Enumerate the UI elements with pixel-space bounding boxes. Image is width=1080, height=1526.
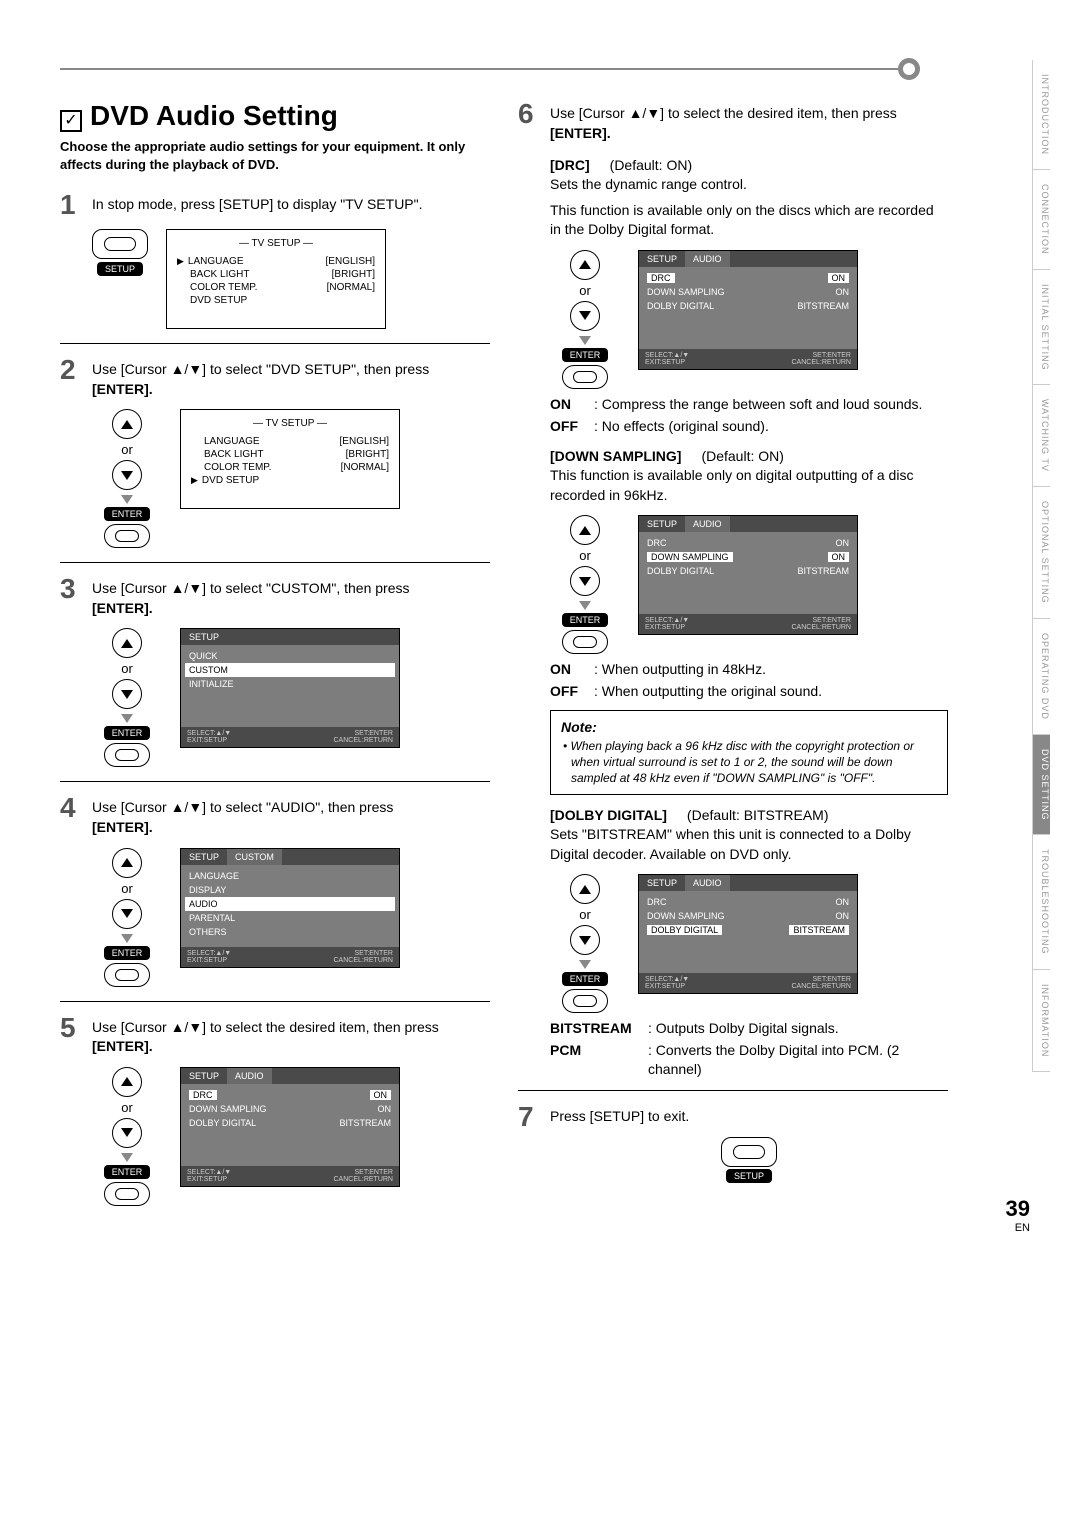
enter-button-icon bbox=[104, 524, 150, 548]
divider bbox=[60, 343, 490, 344]
divider bbox=[60, 562, 490, 563]
side-tab: OPTIONAL SETTING bbox=[1032, 487, 1050, 619]
divider bbox=[518, 1090, 948, 1091]
step-text: Use [Cursor ▲/▼] to select "CUSTOM", the… bbox=[92, 575, 409, 618]
step-text: Use [Cursor ▲/▼] to select the desired i… bbox=[550, 100, 897, 143]
param-dolby-head: [DOLBY DIGITAL](Default: BITSTREAM) bbox=[550, 807, 948, 823]
osd-audio-dolby: SETUPAUDIO DRCON DOWN SAMPLINGON DOLBY D… bbox=[638, 874, 858, 994]
header-rule bbox=[60, 68, 900, 70]
option-pcm: PCM: Converts the Dolby Digital into PCM… bbox=[550, 1041, 948, 1080]
step-number: 1 bbox=[60, 191, 82, 219]
option-off: OFF: When outputting the original sound. bbox=[550, 682, 948, 702]
divider bbox=[60, 1001, 490, 1002]
remote-cursor-buttons: or ENTER bbox=[550, 515, 620, 654]
option-on: ON: Compress the range between soft and … bbox=[550, 395, 948, 415]
step-number: 4 bbox=[60, 794, 82, 822]
remote-cursor-buttons: or ENTER bbox=[550, 250, 620, 389]
checkbox-icon: ✓ bbox=[60, 110, 82, 132]
step-text: Use [Cursor ▲/▼] to select "AUDIO", then… bbox=[92, 794, 393, 837]
param-down-desc: This function is available only on digit… bbox=[550, 466, 948, 505]
side-tab: WATCHING TV bbox=[1032, 385, 1050, 487]
step-number: 7 bbox=[518, 1103, 540, 1131]
step-number: 2 bbox=[60, 356, 82, 384]
param-drc-head: [DRC](Default: ON) bbox=[550, 157, 948, 173]
step-number: 6 bbox=[518, 100, 540, 128]
osd-audio-menu: SETUPAUDIO DRCON DOWN SAMPLINGON DOLBY D… bbox=[180, 1067, 400, 1187]
option-off: OFF: No effects (original sound). bbox=[550, 417, 948, 437]
step-number: 3 bbox=[60, 575, 82, 603]
page-number: 39 EN bbox=[1006, 1196, 1030, 1234]
side-tab: INFORMATION bbox=[1032, 970, 1050, 1072]
step-text: In stop mode, press [SETUP] to display "… bbox=[92, 191, 423, 215]
step-text: Use [Cursor ▲/▼] to select "DVD SETUP", … bbox=[92, 356, 429, 399]
param-drc-desc2: This function is available only on the d… bbox=[550, 201, 948, 240]
arrow-down-icon bbox=[121, 495, 133, 504]
param-dolby-desc: Sets "BITSTREAM" when this unit is conne… bbox=[550, 825, 948, 864]
side-tab: INITIAL SETTING bbox=[1032, 270, 1050, 386]
page-title: DVD Audio Setting bbox=[90, 100, 338, 132]
step-text: Press [SETUP] to exit. bbox=[550, 1103, 689, 1127]
osd-tv-setup: — TV SETUP — ▶LANGUAGE[ENGLISH] BACK LIG… bbox=[166, 229, 386, 329]
osd-setup-menu: SETUP QUICK CUSTOM INITIALIZE SELECT:▲/▼… bbox=[180, 628, 400, 748]
note-box: Note: • When playing back a 96 kHz disc … bbox=[550, 710, 948, 796]
remote-cursor-buttons: or ENTER bbox=[92, 1067, 162, 1206]
option-on: ON: When outputting in 48kHz. bbox=[550, 660, 948, 680]
cursor-up-icon bbox=[112, 409, 142, 439]
divider bbox=[60, 781, 490, 782]
param-down-head: [DOWN SAMPLING](Default: ON) bbox=[550, 448, 948, 464]
side-tabs: INTRODUCTIONCONNECTIONINITIAL SETTINGWAT… bbox=[1032, 60, 1050, 1072]
osd-audio-down: SETUPAUDIO DRCON DOWN SAMPLINGON DOLBY D… bbox=[638, 515, 858, 635]
page-subtitle: Choose the appropriate audio settings fo… bbox=[60, 138, 490, 173]
side-tab: INTRODUCTION bbox=[1032, 60, 1050, 170]
enter-label: ENTER bbox=[104, 507, 151, 521]
osd-custom-menu: SETUPCUSTOM LANGUAGE DISPLAY AUDIO PAREN… bbox=[180, 848, 400, 968]
cursor-down-icon bbox=[112, 460, 142, 490]
side-tab: CONNECTION bbox=[1032, 170, 1050, 270]
param-drc-desc: Sets the dynamic range control. bbox=[550, 175, 948, 195]
header-circle-icon bbox=[898, 58, 920, 80]
remote-cursor-buttons: or ENTER bbox=[92, 409, 162, 548]
remote-setup-button: SETUP bbox=[92, 229, 148, 276]
remote-cursor-buttons: or ENTER bbox=[92, 848, 162, 987]
remote-cursor-buttons: or ENTER bbox=[92, 628, 162, 767]
remote-setup-button: SETUP bbox=[550, 1137, 948, 1183]
side-tab: TROUBLESHOOTING bbox=[1032, 835, 1050, 970]
osd-audio-drc: SETUPAUDIO DRCON DOWN SAMPLINGON DOLBY D… bbox=[638, 250, 858, 370]
step-text: Use [Cursor ▲/▼] to select the desired i… bbox=[92, 1014, 439, 1057]
option-bitstream: BITSTREAM: Outputs Dolby Digital signals… bbox=[550, 1019, 948, 1039]
side-tab: OPERATING DVD bbox=[1032, 619, 1050, 735]
remote-cursor-buttons: or ENTER bbox=[550, 874, 620, 1013]
osd-tv-setup: — TV SETUP — LANGUAGE[ENGLISH] BACK LIGH… bbox=[180, 409, 400, 509]
step-number: 5 bbox=[60, 1014, 82, 1042]
setup-label: SETUP bbox=[97, 262, 143, 276]
side-tab: DVD SETTING bbox=[1032, 735, 1050, 836]
